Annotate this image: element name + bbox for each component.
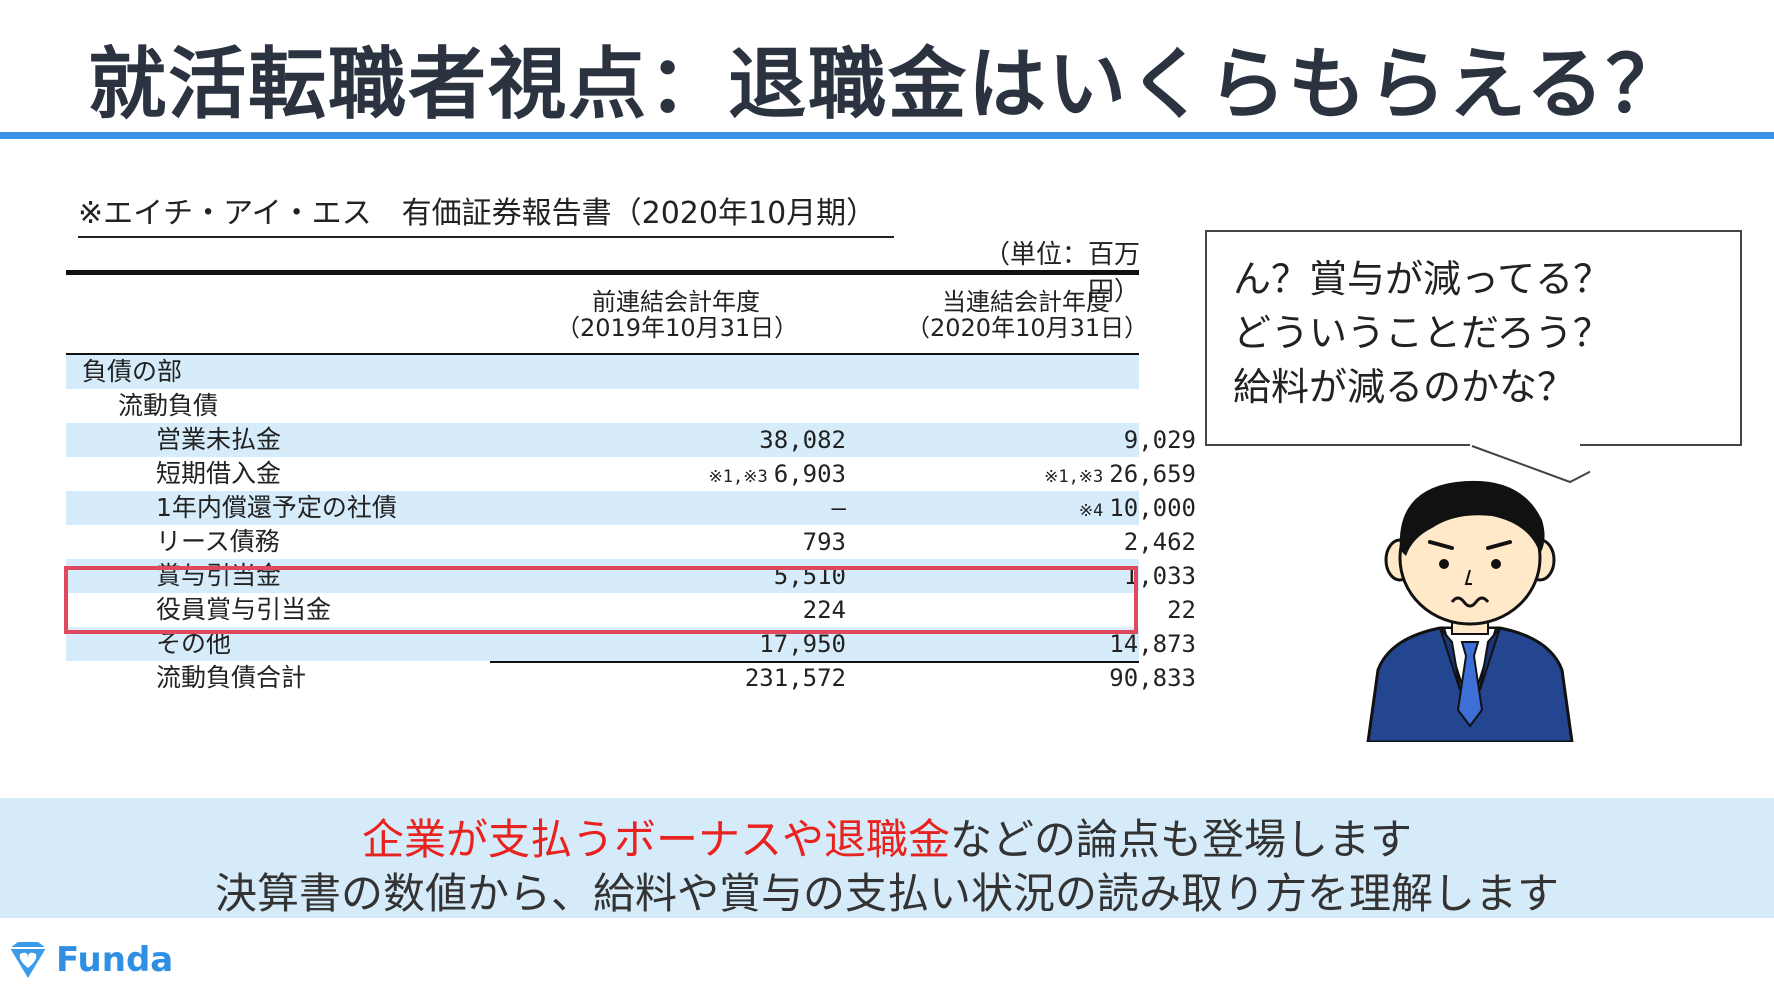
row-note-curr: ※1,※3 [1044, 467, 1104, 487]
row-value-prev: ― [831, 494, 846, 522]
row-label: 役員賞与引当金 [156, 595, 332, 624]
row-label: 流動負債 [118, 391, 219, 420]
row-value-curr: ※4 10,000 [896, 491, 1196, 528]
col2-header-line1: 当連結会計年度 [942, 288, 1110, 316]
row-value-prev: 793 [802, 528, 846, 556]
table-top-rule [66, 270, 1139, 275]
title-divider [0, 132, 1774, 139]
bubble-line-3: 給料が減るのかな？ [1233, 365, 1576, 409]
row-value-curr: 9,029 [1123, 426, 1196, 454]
summary-line-1: 企業が支払うボーナスや退職金などの論点も登場します [0, 806, 1774, 867]
row-label: 流動負債合計 [156, 663, 307, 692]
row-value-prev: 17,950 [759, 630, 846, 658]
source-caption: ※エイチ・アイ・エス 有価証券報告書（2020年10月期） [78, 188, 895, 238]
row-label: 賞与引当金 [156, 561, 282, 590]
summary-highlight: 企業が支払うボーナスや退職金 [361, 815, 950, 864]
row-label: 営業未払金 [156, 425, 282, 454]
row-note-prev: ※1,※3 [708, 467, 768, 487]
row-value-curr-num: 10,000 [1109, 494, 1196, 522]
summary-band: 企業が支払うボーナスや退職金などの論点も登場します 決算書の数値から、給料や賞与… [0, 798, 1774, 918]
summary-line-1-rest: などの論点も登場します [950, 815, 1413, 864]
speech-bubble: ん？賞与が減ってる？ どういうことだろう？ 給料が減るのかな？ [1205, 230, 1742, 446]
row-value-prev: 231,572 [744, 664, 846, 692]
unit-label: （単位：百万円） [983, 240, 1140, 307]
bubble-line-1: ん？賞与が減ってる？ [1233, 257, 1612, 301]
row-value-curr: 90,833 [1109, 664, 1196, 692]
slide-title: 就活転職者視点：退職金はいくらもらえる？ [88, 40, 1686, 130]
funda-logo: Funda [6, 940, 173, 980]
row-value-prev-num: 6,903 [773, 460, 846, 488]
row-label: 1年内償還予定の社債 [156, 493, 397, 522]
table-row-total: 流動負債合計 231,572 90,833 [66, 661, 1196, 695]
bubble-line-2: どういうことだろう？ [1233, 311, 1611, 355]
row-value-curr: 14,873 [1109, 630, 1196, 658]
table-row: 役員賞与引当金 224 22 [66, 593, 1196, 627]
table-row: 短期借入金 ※1,※3 6,903 ※1,※3 26,659 [66, 457, 1196, 494]
row-value-curr-num: 26,659 [1109, 460, 1196, 488]
table-row: 賞与引当金 5,510 1,033 [66, 559, 1196, 593]
confused-businessman-icon [1366, 480, 1574, 742]
row-label: 短期借入金 [156, 459, 282, 488]
summary-line-2: 決算書の数値から、給料や賞与の支払い状況の読み取り方を理解します [214, 869, 1559, 918]
table-row: 営業未払金 38,082 9,029 [66, 423, 1196, 457]
table-row: 流動負債 [66, 389, 1139, 423]
table-row: リース債務 793 2,462 [66, 525, 1196, 559]
row-value-curr: 22 [1167, 596, 1196, 624]
row-label: 負債の部 [82, 357, 183, 386]
bonus-rows-highlight [64, 566, 1138, 634]
col1-header-line2: （2019年10月31日） [556, 314, 799, 342]
row-value-prev: ※1,※3 6,903 [546, 457, 846, 494]
row-label: リース債務 [156, 527, 280, 556]
col1-header-line1: 前連結会計年度 [592, 288, 760, 316]
col2-header-line2: （2020年10月31日） [906, 314, 1149, 342]
table-row: 1年内償還予定の社債 ― ※4 10,000 [66, 491, 1196, 525]
col2-header: 当連結会計年度 （2020年10月31日） [906, 288, 1149, 342]
logo-text: Funda [56, 940, 174, 980]
row-value-prev: 224 [802, 596, 846, 624]
col1-header: 前連結会計年度 （2019年10月31日） [556, 288, 799, 342]
row-value-curr: 2,462 [1123, 528, 1196, 556]
table-header: 前連結会計年度 （2019年10月31日） 当連結会計年度 （2020年10月3… [66, 275, 1148, 355]
table-row: 負債の部 [66, 355, 1139, 389]
row-value-prev: 38,082 [759, 426, 846, 454]
total-rule [490, 661, 1139, 663]
speech-bubble-tail [1470, 444, 1590, 484]
row-value-curr: ※1,※3 26,659 [896, 457, 1196, 494]
diamond-heart-icon [10, 942, 46, 978]
row-note-curr: ※4 [1078, 501, 1104, 521]
